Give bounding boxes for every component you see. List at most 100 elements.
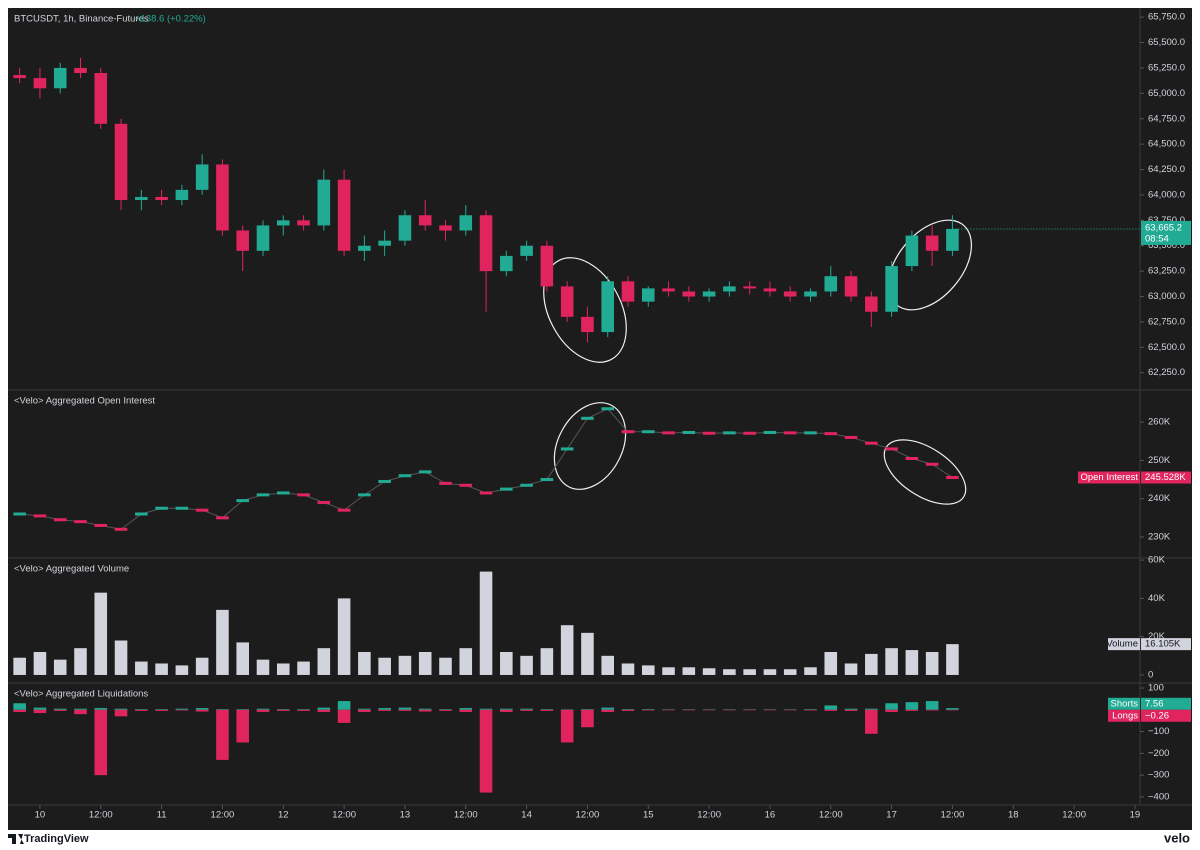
bar (195, 709, 209, 712)
bar (378, 657, 391, 675)
y-tick-label: 65,250.0 (1148, 62, 1185, 73)
candle-body (560, 286, 574, 317)
bar (824, 709, 838, 711)
bar (13, 703, 26, 710)
y-tick-label: 40K (1148, 593, 1166, 604)
bar (459, 709, 473, 712)
bar (256, 659, 270, 675)
last-price-tag (1141, 220, 1191, 245)
bar (601, 655, 614, 675)
candle-body (743, 286, 756, 289)
bar (641, 709, 655, 711)
bar (459, 648, 473, 675)
oi-marker (13, 512, 26, 516)
bar (53, 709, 67, 711)
candle-body (865, 296, 878, 312)
bar (540, 648, 554, 675)
oi-marker (581, 416, 594, 420)
candle-body (175, 189, 189, 201)
oi-marker (236, 499, 249, 503)
bar (925, 701, 939, 710)
series-name: Shorts (1111, 698, 1139, 709)
oi-marker (439, 481, 452, 485)
bar (216, 709, 229, 760)
bar (236, 709, 249, 743)
bar (682, 709, 696, 711)
candle-body (885, 266, 898, 312)
bar (13, 657, 26, 675)
candle-body (459, 215, 473, 231)
bar (317, 707, 331, 710)
x-tick-label: 12:00 (697, 810, 721, 821)
oi-marker (905, 457, 919, 461)
oi-marker (53, 518, 67, 522)
x-tick-label: 11 (157, 810, 167, 821)
bar (520, 709, 533, 711)
y-tick-label: 260K (1148, 417, 1171, 428)
bar (337, 598, 351, 675)
y-tick-label: −200 (1148, 748, 1169, 759)
candle-body (439, 225, 452, 231)
last-price-label: 63,665.2 (1145, 222, 1182, 233)
candle-body (601, 281, 614, 333)
series-name-tag (1108, 638, 1140, 651)
bar (581, 632, 594, 675)
x-tick-label: 19 (1130, 810, 1141, 821)
bar (195, 708, 209, 710)
x-tick-label: 12:00 (576, 810, 600, 821)
bar (94, 708, 108, 710)
bar (702, 709, 716, 711)
oi-marker (844, 435, 858, 439)
oi-marker (824, 432, 838, 436)
bar (276, 709, 290, 710)
bar (621, 663, 635, 675)
candle-body (297, 220, 310, 226)
series-name: Open Interest (1080, 472, 1138, 483)
chart-background (8, 8, 1192, 830)
y-tick-label: 62,250.0 (1148, 367, 1185, 378)
bar (155, 709, 168, 710)
bar (500, 651, 513, 675)
x-tick-label: 12:00 (819, 810, 843, 821)
oi-marker (601, 407, 614, 411)
bar (114, 640, 128, 675)
bar (418, 708, 432, 710)
y-tick-label: 60K (1148, 555, 1166, 566)
bar (500, 708, 513, 710)
bar (743, 709, 756, 710)
bar (297, 709, 310, 711)
bar (175, 708, 189, 710)
x-tick-label: 10 (35, 810, 46, 821)
bar (216, 609, 229, 675)
bar (723, 709, 736, 711)
bar (601, 707, 614, 710)
candle-body (114, 123, 128, 201)
oi-marker (723, 431, 736, 435)
bar (925, 651, 939, 675)
bar (398, 709, 412, 711)
candle-body (479, 215, 493, 272)
bar (581, 709, 594, 728)
series-value: 16.105K (1145, 639, 1181, 650)
bar (763, 709, 777, 710)
bar (74, 708, 87, 710)
bar (398, 707, 412, 710)
bar (804, 709, 817, 710)
bar (601, 709, 614, 712)
bar (540, 709, 554, 711)
bar (662, 709, 675, 710)
bar (520, 655, 533, 675)
bar (74, 709, 87, 715)
bar (337, 701, 351, 710)
y-tick-label: 64,750.0 (1148, 113, 1185, 124)
bar (723, 709, 736, 710)
bar (358, 651, 371, 675)
oi-marker (135, 512, 148, 516)
oi-marker (418, 470, 432, 474)
bar (33, 709, 47, 714)
bar (94, 592, 108, 675)
oi-marker (865, 441, 878, 445)
bar (783, 669, 797, 675)
y-tick-label: 65,500.0 (1148, 37, 1185, 48)
bar (885, 648, 898, 675)
